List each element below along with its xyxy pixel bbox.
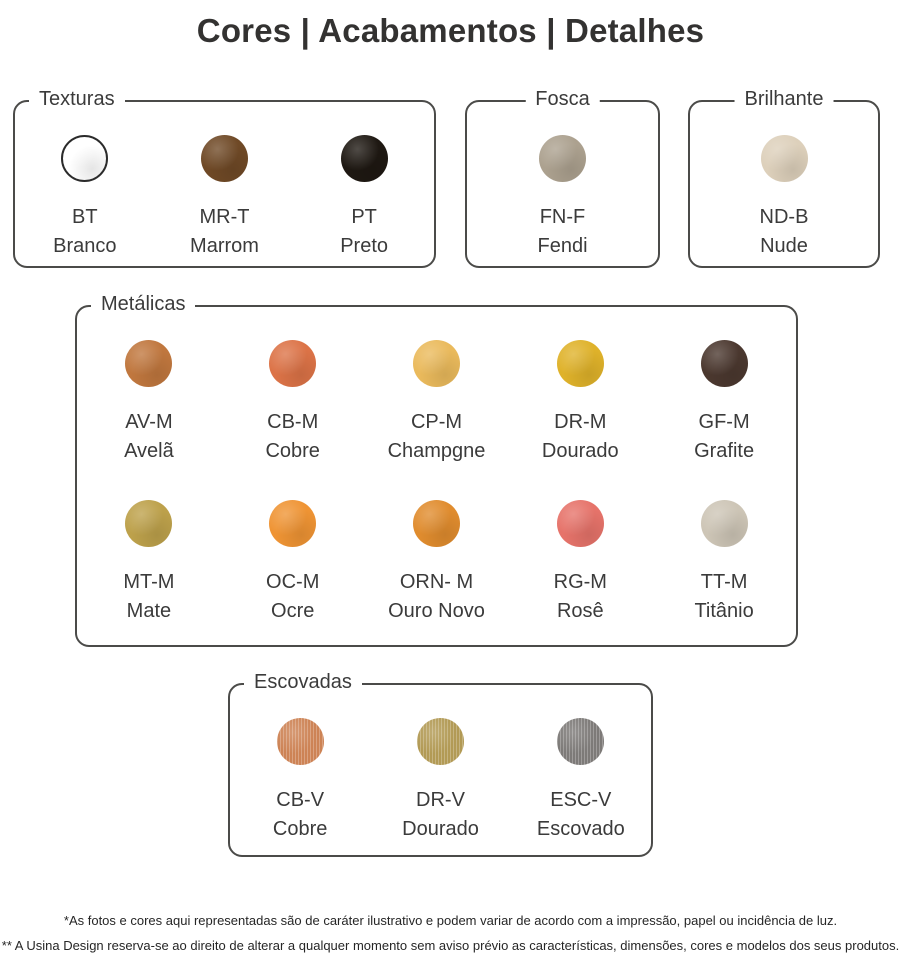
color-swatch-dot xyxy=(557,718,605,765)
swatch-name: Fendi xyxy=(537,235,588,257)
swatch-code: ORN- M xyxy=(399,571,474,593)
swatch-name: Branco xyxy=(53,235,117,257)
color-swatch-dot xyxy=(760,135,808,182)
section-box-escovadas: Escovadas CB-V Cobre DR-V Dourado ESC-V … xyxy=(228,671,653,857)
section-label-escovadas: Escovadas xyxy=(244,671,362,694)
footnote-line-2: ** A Usina Design reserva-se ao direito … xyxy=(1,938,900,953)
swatch-item: OC-M Ocre xyxy=(221,500,365,626)
section-label-metalicas: Metálicas xyxy=(91,293,196,316)
color-swatch-dot xyxy=(61,135,109,182)
swatch-item: AV-M Avelã xyxy=(77,340,221,466)
swatch-code: OC-M xyxy=(266,571,320,593)
color-swatch-dot xyxy=(125,500,173,547)
swatch-code: PT xyxy=(351,206,377,228)
page-title: Cores | Acabamentos | Detalhes xyxy=(196,12,705,49)
swatch-code: MT-M xyxy=(123,571,175,593)
swatch-item: ESC-V Escovado xyxy=(511,718,651,844)
swatch-name: Mate xyxy=(126,600,172,622)
color-swatch-dot xyxy=(269,340,317,387)
color-swatch-dot xyxy=(412,500,460,547)
swatch-name: Rosê xyxy=(556,600,604,622)
swatch-code: MR-T xyxy=(199,206,250,228)
color-swatch-dot xyxy=(700,500,748,547)
swatch-item: CP-M Champgne xyxy=(365,340,509,466)
section-label-texturas: Texturas xyxy=(29,88,125,111)
swatch-code: AV-M xyxy=(125,411,173,433)
swatch-item: GF-M Grafite xyxy=(652,340,796,466)
swatch-code: ESC-V xyxy=(550,789,612,811)
swatch-name: Ouro Novo xyxy=(388,600,485,622)
swatch-name: Dourado xyxy=(541,440,619,462)
swatch-item: TT-M Titânio xyxy=(652,500,796,626)
section-box-brilhante: Brilhante ND-B Nude xyxy=(688,88,880,268)
swatch-name: Cobre xyxy=(265,440,320,462)
swatch-code: DR-M xyxy=(554,411,607,433)
swatch-group-texturas: BT Branco MR-T Marrom PT Preto xyxy=(15,102,434,261)
swatch-name: Nude xyxy=(760,235,808,257)
swatch-item: PT Preto xyxy=(294,135,434,261)
swatch-item: BT Branco xyxy=(15,135,155,261)
swatch-code: FN-F xyxy=(539,206,586,228)
swatch-item: CB-M Cobre xyxy=(221,340,365,466)
color-swatch-dot xyxy=(340,135,388,182)
color-swatch-dot xyxy=(416,718,464,765)
color-swatch-dot xyxy=(539,135,586,182)
section-box-fosca: Fosca FN-F Fendi xyxy=(465,88,660,268)
swatch-name: Preto xyxy=(340,235,389,257)
swatch-code: DR-V xyxy=(416,789,465,811)
color-swatch-dot xyxy=(412,340,460,387)
section-box-metalicas: Metálicas AV-M Avelã CB-M Cobre CP-M Cha… xyxy=(75,293,798,647)
swatch-name: Champgne xyxy=(387,440,486,462)
swatch-code: GF-M xyxy=(698,411,750,433)
swatch-name: Titânio xyxy=(694,600,754,622)
swatch-name: Dourado xyxy=(402,818,479,840)
swatch-name: Marrom xyxy=(190,235,259,257)
footnote-line-1: *As fotos e cores aqui representadas são… xyxy=(63,913,838,928)
swatch-item: CB-V Cobre xyxy=(230,718,370,844)
section-box-texturas: Texturas BT Branco MR-T Marrom PT Preto xyxy=(13,88,436,268)
swatch-code: TT-M xyxy=(700,571,748,593)
swatch-item: RG-M Rosê xyxy=(508,500,652,626)
color-swatch-dot xyxy=(556,500,604,547)
swatch-group-escovadas: CB-V Cobre DR-V Dourado ESC-V Escovado xyxy=(230,685,651,844)
swatch-name: Grafite xyxy=(694,440,755,462)
section-label-fosca: Fosca xyxy=(525,88,600,111)
swatch-group-fosca: FN-F Fendi xyxy=(467,102,658,261)
swatch-item: ND-B Nude xyxy=(690,135,878,261)
swatch-name: Ocre xyxy=(271,600,315,622)
color-swatch-dot xyxy=(700,340,748,387)
swatch-code: CB-V xyxy=(276,789,325,811)
color-swatch-dot xyxy=(556,340,604,387)
section-label-brilhante: Brilhante xyxy=(734,88,834,111)
swatch-code: BT xyxy=(72,206,98,228)
swatch-item: DR-M Dourado xyxy=(508,340,652,466)
swatch-group-brilhante: ND-B Nude xyxy=(690,102,878,261)
swatch-code: ND-B xyxy=(759,206,809,228)
color-swatch-dot xyxy=(200,135,248,182)
swatch-item: ORN- M Ouro Novo xyxy=(365,500,509,626)
swatch-code: CP-M xyxy=(410,411,463,433)
swatch-name: Cobre xyxy=(272,818,328,840)
swatch-name: Avelã xyxy=(124,440,174,462)
color-swatch-dot xyxy=(125,340,173,387)
color-swatch-dot xyxy=(269,500,317,547)
swatch-name: Escovado xyxy=(536,818,625,840)
swatch-item: DR-V Dourado xyxy=(370,718,510,844)
swatch-code: RG-M xyxy=(553,571,607,593)
swatch-code: CB-M xyxy=(267,411,319,433)
swatch-item: MR-T Marrom xyxy=(155,135,295,261)
swatch-item: MT-M Mate xyxy=(77,500,221,626)
swatch-group-metalicas: AV-M Avelã CB-M Cobre CP-M Champgne DR-M… xyxy=(77,307,796,626)
swatch-item: FN-F Fendi xyxy=(467,135,658,261)
color-swatch-dot xyxy=(276,718,324,765)
